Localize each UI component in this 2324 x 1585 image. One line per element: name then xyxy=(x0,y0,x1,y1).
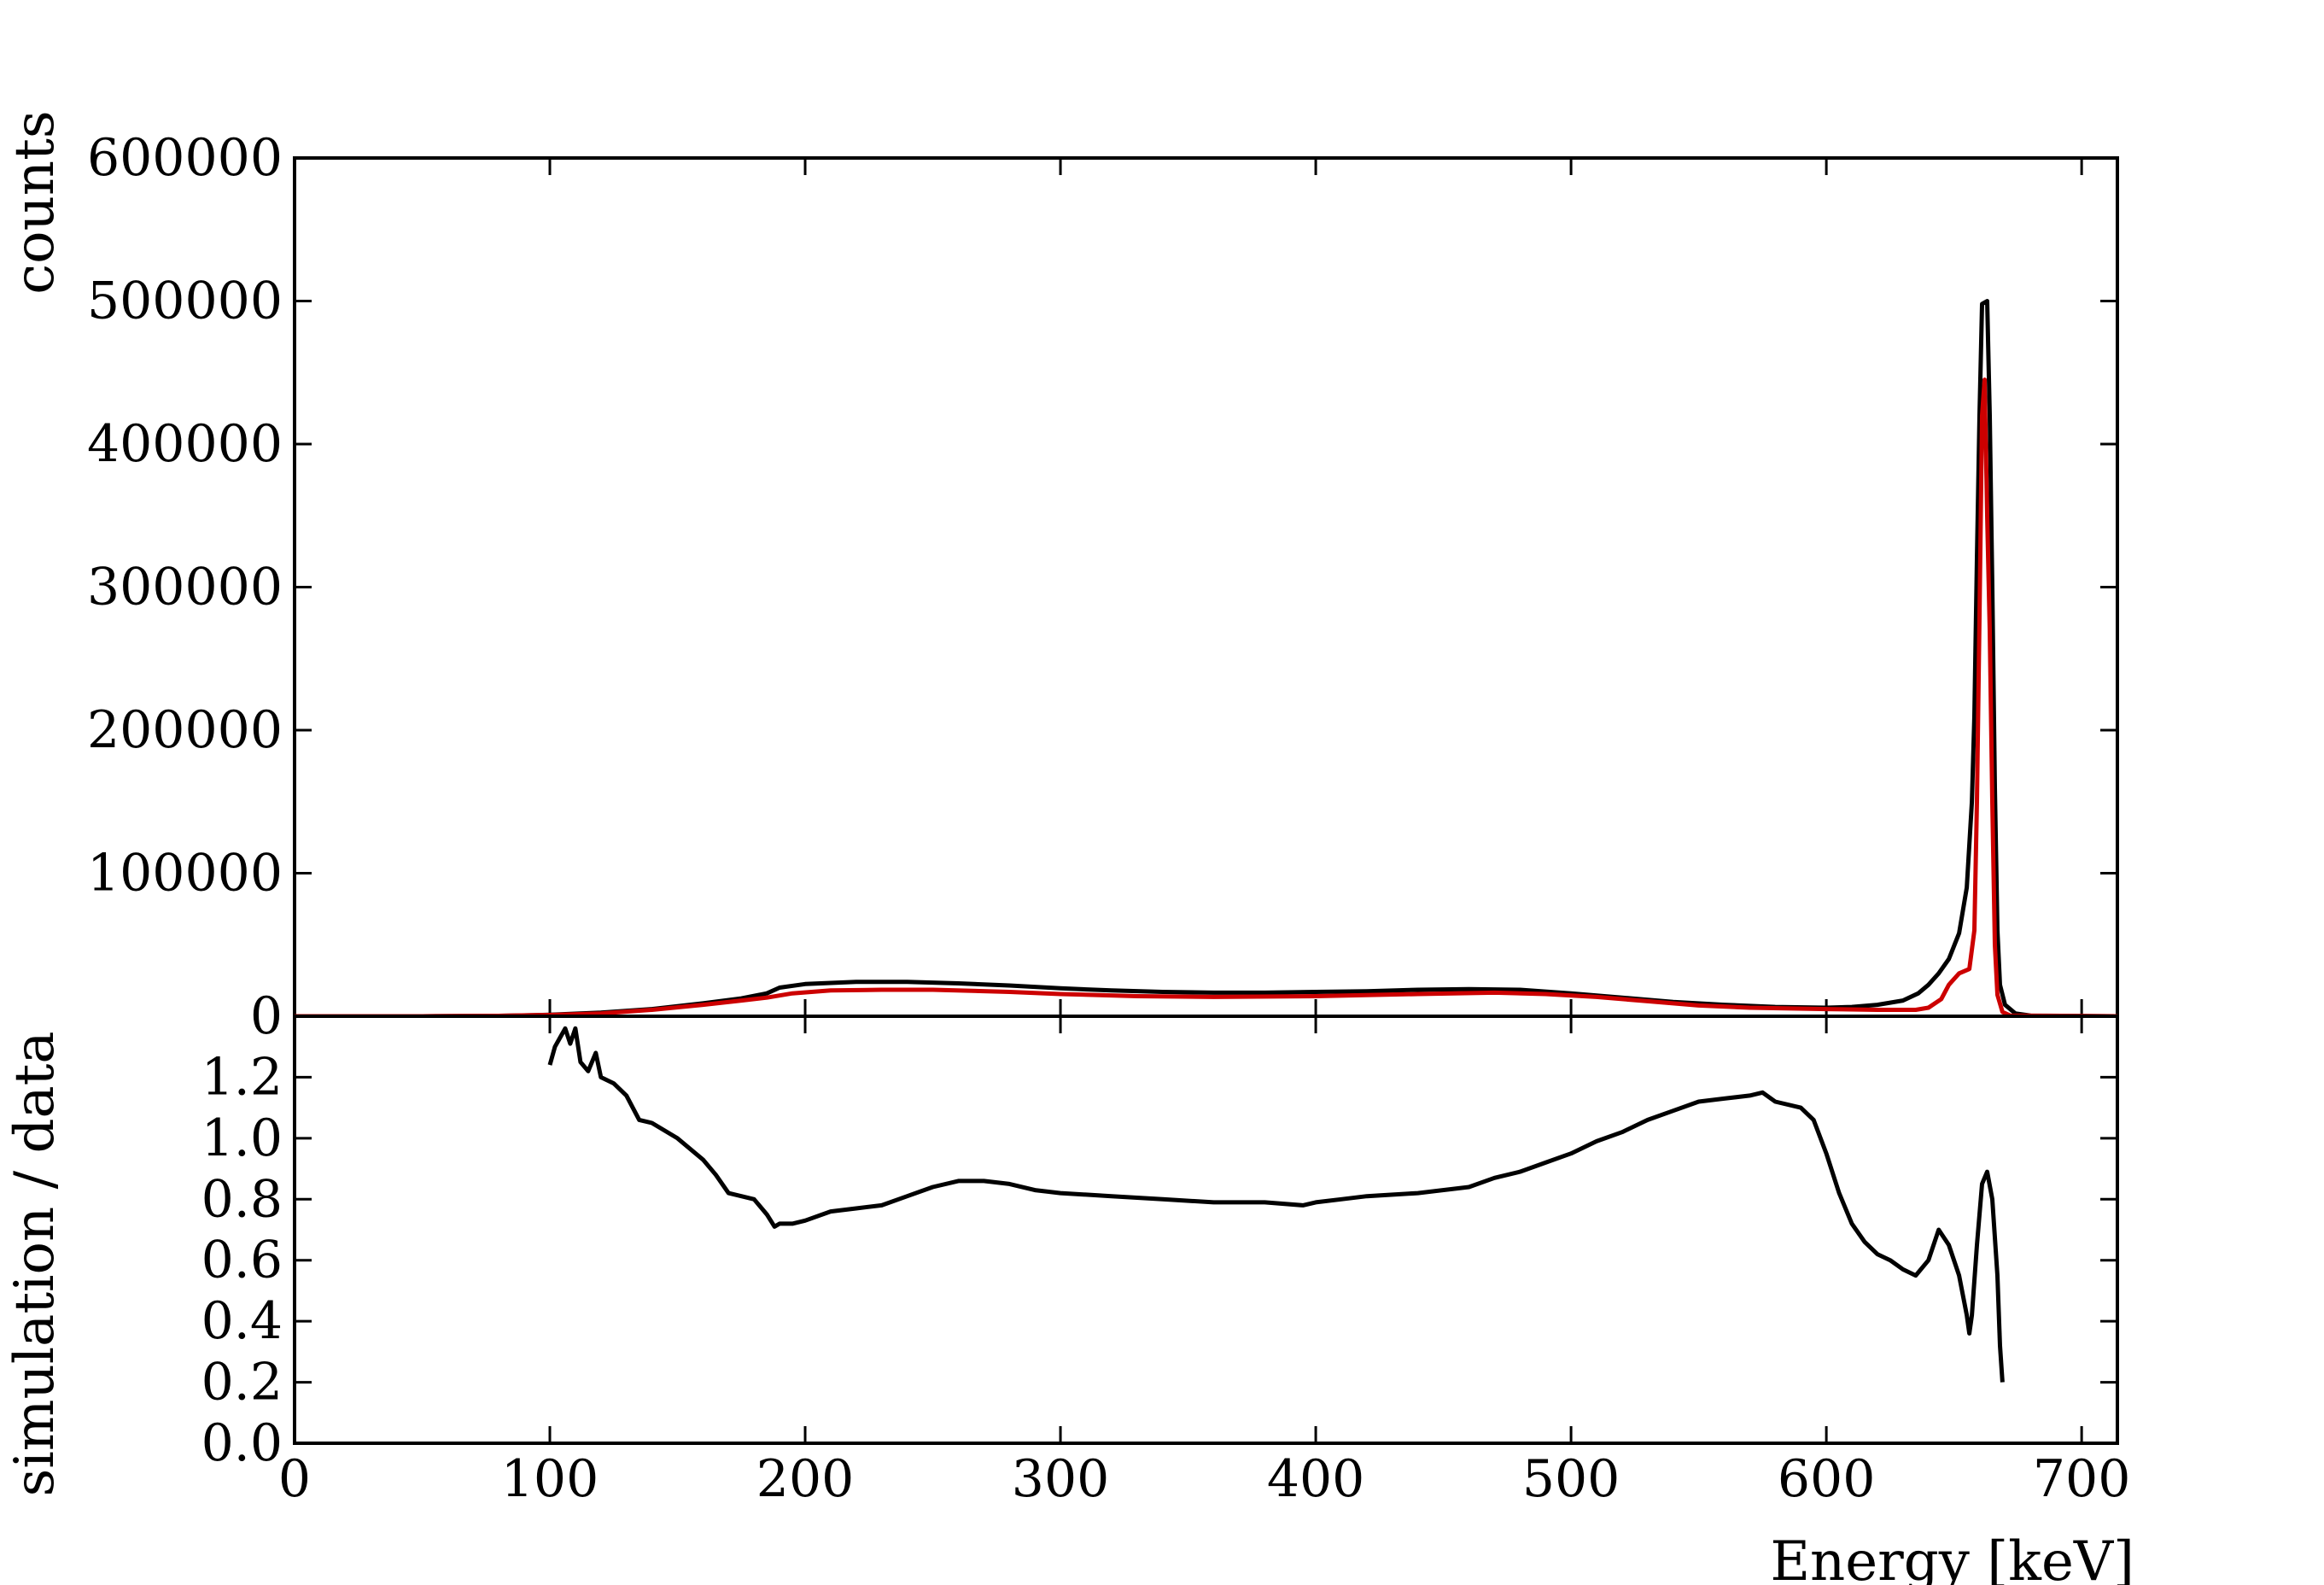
ratio-ytick-label: 1.0 xyxy=(201,1108,283,1168)
spectrum-ytick-label: 500000 xyxy=(87,272,283,331)
ratio-ytick-label: 0.6 xyxy=(201,1231,283,1290)
ratio-frame xyxy=(293,1015,2119,1445)
energy-axis-title: Energy [keV] xyxy=(1770,1530,2134,1585)
ratio-ytick-label: 0.2 xyxy=(201,1353,283,1412)
counts-axis-title: counts xyxy=(3,110,67,294)
spectrum-panel: 0 100000 200000 300000 400000 500000 600000 xyxy=(87,128,2119,1046)
ratio-xtick-label: 600 xyxy=(1778,1449,1876,1509)
ratio-panel: 0.00.20.40.60.81.01.2 0 100 200 300 400 500 600… xyxy=(201,1015,2131,1509)
ratio-xtick-label: 200 xyxy=(756,1449,855,1509)
spectrum-frame xyxy=(293,156,2119,1018)
spectrum-ytick-label: 100000 xyxy=(87,844,283,904)
ratio-xtick-label: 0 xyxy=(278,1449,311,1509)
ratio-ytick-label: 0.0 xyxy=(201,1413,283,1473)
ratio-xtick-label: 500 xyxy=(1522,1449,1620,1509)
spectrum-series-1-line xyxy=(295,377,2117,1016)
spectrum-ytick-label: 0 xyxy=(250,986,283,1046)
ratio-xtick-label: 400 xyxy=(1267,1449,1365,1509)
spectrum-ytick-label: 600000 xyxy=(87,128,283,188)
ratio-ytick-label: 1.2 xyxy=(201,1047,283,1107)
ratio-ytick-label: 0.8 xyxy=(201,1169,283,1229)
ratio-xtick-label: 100 xyxy=(501,1449,599,1509)
spectrum-ytick-label: 400000 xyxy=(87,414,283,474)
ratio-xtick-label: 300 xyxy=(1012,1449,1110,1509)
spectrum-series-0-line xyxy=(295,299,2117,1016)
spectrum-ytick-label: 300000 xyxy=(87,558,283,617)
ratio-series-0-line xyxy=(547,1026,2005,1383)
ratio-ytick-label: 0.4 xyxy=(201,1291,283,1351)
ratio-axis-title: simulation / data xyxy=(3,1031,67,1496)
spectrum-ytick-label: 200000 xyxy=(87,700,283,760)
ratio-xtick-label: 700 xyxy=(2033,1449,2131,1509)
